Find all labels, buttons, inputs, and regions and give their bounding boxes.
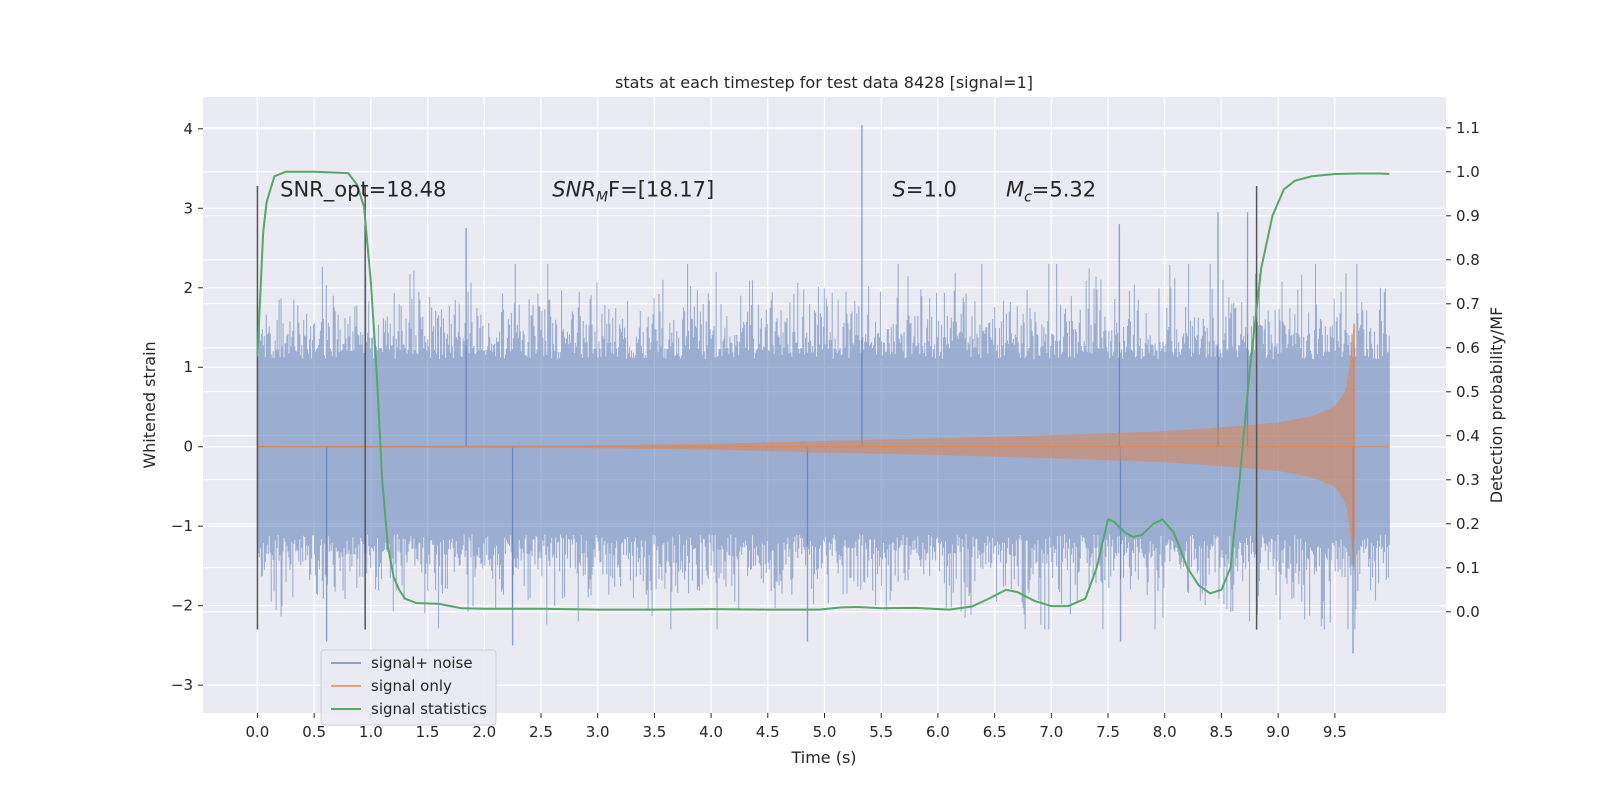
x-tick-label-17: 8.5 [1210, 723, 1234, 741]
annotations: SNR_opt=18.48 SNRMF=[18.17] S=1.0 Mc=5.32 [280, 177, 1096, 205]
x-tick-label-11: 5.5 [869, 723, 893, 741]
legend: signal+ noise signal only signal statist… [320, 649, 497, 726]
x-tick-label-7: 3.5 [642, 723, 666, 741]
y-tick-label-6: 3 [183, 199, 193, 217]
x-tick-label-8: 4.0 [699, 723, 723, 741]
y2-tick-label-1: 0.1 [1456, 559, 1480, 577]
y2-tick-label-6: 0.6 [1456, 339, 1480, 357]
y-tick-label-5: 2 [183, 279, 193, 297]
y-tick-label-0: −3 [171, 676, 193, 694]
y2-tick-label-5: 0.5 [1456, 383, 1480, 401]
legend-label-stats: signal statistics [371, 700, 487, 718]
x-tick-label-13: 6.5 [983, 723, 1007, 741]
x-tick-label-2: 1.0 [359, 723, 383, 741]
x-tick-label-9: 4.5 [756, 723, 780, 741]
x-tick-label-6: 3.0 [586, 723, 610, 741]
x-tick-label-3: 1.5 [416, 723, 440, 741]
legend-label-signal: signal only [371, 677, 452, 695]
x-tick-label-12: 6.0 [926, 723, 950, 741]
x-tick-label-14: 7.0 [1039, 723, 1063, 741]
annotation-1: SNRMF=[18.17] [552, 177, 714, 205]
y-tick-label-4: 1 [183, 358, 193, 376]
vertical-markers [256, 186, 1258, 630]
stats-line [256, 170, 1390, 611]
y2-tick-label-7: 0.7 [1456, 295, 1480, 313]
y2-tick-label-8: 0.8 [1456, 251, 1480, 269]
y-tick-label-1: −2 [171, 597, 193, 615]
x-tick-label-5: 2.5 [529, 723, 553, 741]
annotation-2: S=1.0 [893, 177, 957, 201]
y-tick-label-2: −1 [171, 517, 193, 535]
y2-tick-label-2: 0.2 [1456, 515, 1480, 533]
chart-title: stats at each timestep for test data 842… [615, 73, 1033, 92]
x-tick-label-4: 2.0 [472, 723, 496, 741]
series-signal-statistics [256, 170, 1390, 611]
x-tick-label-15: 7.5 [1096, 723, 1120, 741]
y-tick-label-3: 0 [183, 438, 193, 456]
y2-tick-label-10: 1.0 [1456, 163, 1480, 181]
y2-tick-label-11: 1.1 [1456, 119, 1480, 137]
x-tick-label-18: 9.0 [1266, 723, 1290, 741]
y-axis-label: Whitened strain [140, 341, 159, 468]
y2-tick-label-0: 0.0 [1456, 603, 1480, 621]
tick-labels: 0.0 0.5 1.0 1.5 2.0 2.5 3.0 3.5 4.0 4.5 5.0 5.5 6.0 6… [171, 119, 1480, 741]
x-tick-label-0: 0.0 [246, 723, 270, 741]
y2-axis-label: Detection probability/MF [1487, 307, 1506, 504]
x-tick-label-1: 0.5 [302, 723, 326, 741]
x-tick-label-16: 8.0 [1153, 723, 1177, 741]
y-tick-label-7: 4 [183, 120, 193, 138]
annotation-0: SNR_opt=18.48 [280, 177, 446, 202]
y2-tick-label-3: 0.3 [1456, 471, 1480, 489]
legend-label-noise: signal+ noise [371, 654, 473, 672]
y2-tick-label-9: 0.9 [1456, 207, 1480, 225]
annotation-3: Mc=5.32 [1006, 177, 1096, 205]
x-tick-label-10: 5.0 [813, 723, 837, 741]
series-signal-only [257, 323, 1390, 570]
x-tick-label-19: 9.5 [1323, 723, 1347, 741]
x-axis-label: Time (s) [790, 748, 856, 767]
y2-tick-label-4: 0.4 [1456, 427, 1480, 445]
legend-box [320, 649, 497, 726]
